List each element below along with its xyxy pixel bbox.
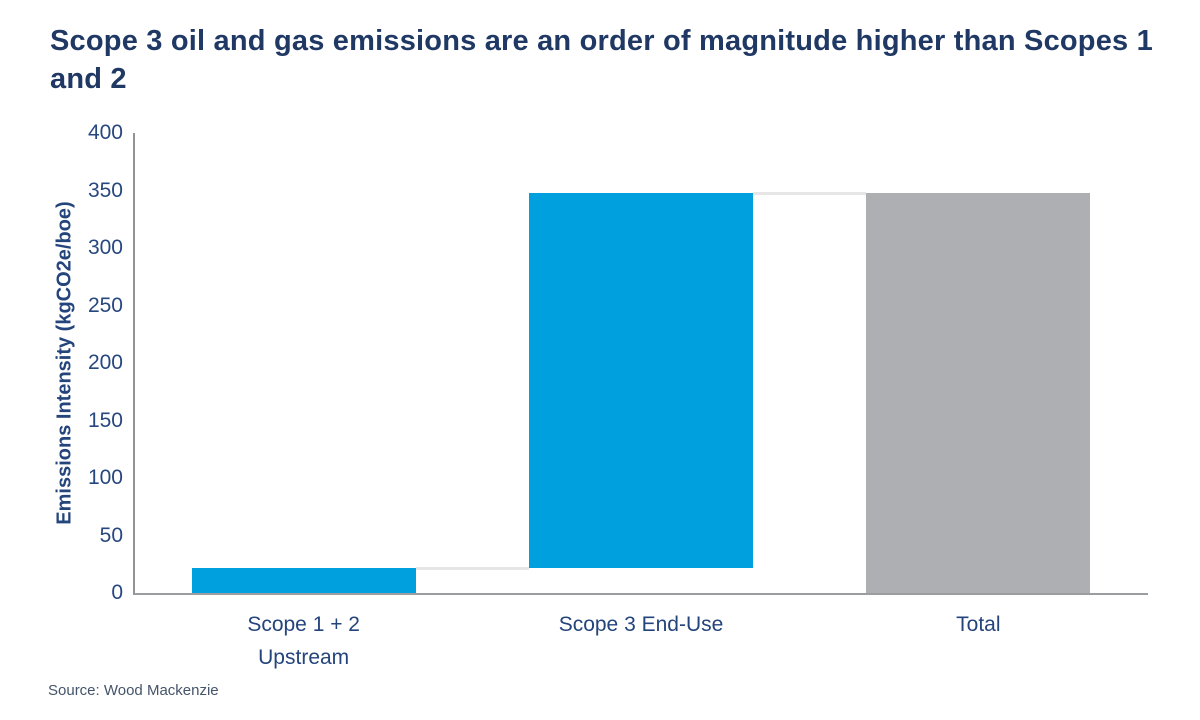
x-category-label: Scope 3 End-Use	[481, 608, 801, 641]
y-tick-label: 150	[87, 408, 123, 432]
x-category-label: Scope 1 + 2 Upstream	[144, 608, 464, 674]
y-tick-label: 250	[87, 293, 123, 317]
waterfall-connector	[415, 566, 529, 570]
chart-title: Scope 3 oil and gas emissions are an ord…	[50, 25, 1153, 95]
bar-total	[866, 192, 1091, 593]
x-category-label-line: Scope 3 End-Use	[558, 613, 724, 636]
y-tick-label: 350	[87, 178, 123, 202]
bar-scope-3-end-use	[529, 192, 753, 568]
y-tick-label: 200	[87, 351, 123, 374]
source-note: Source: Wood Mackenzie	[48, 682, 219, 699]
y-tick-label: 100	[87, 466, 123, 489]
y-tick-label: 50	[99, 523, 123, 547]
waterfall-connector	[753, 191, 867, 195]
y-tick-label: 0	[111, 581, 123, 604]
plot-area	[133, 133, 1148, 595]
y-tick-label: 400	[87, 121, 123, 144]
x-category-label-line: Total	[956, 613, 1001, 636]
x-category-label-line: Upstream	[258, 646, 350, 669]
x-category-label-line: Scope 1 + 2	[247, 613, 360, 636]
y-tick-label: 300	[87, 236, 123, 259]
x-category-label: Total	[818, 608, 1138, 641]
bar-scope-1-2-upstream	[191, 567, 416, 593]
